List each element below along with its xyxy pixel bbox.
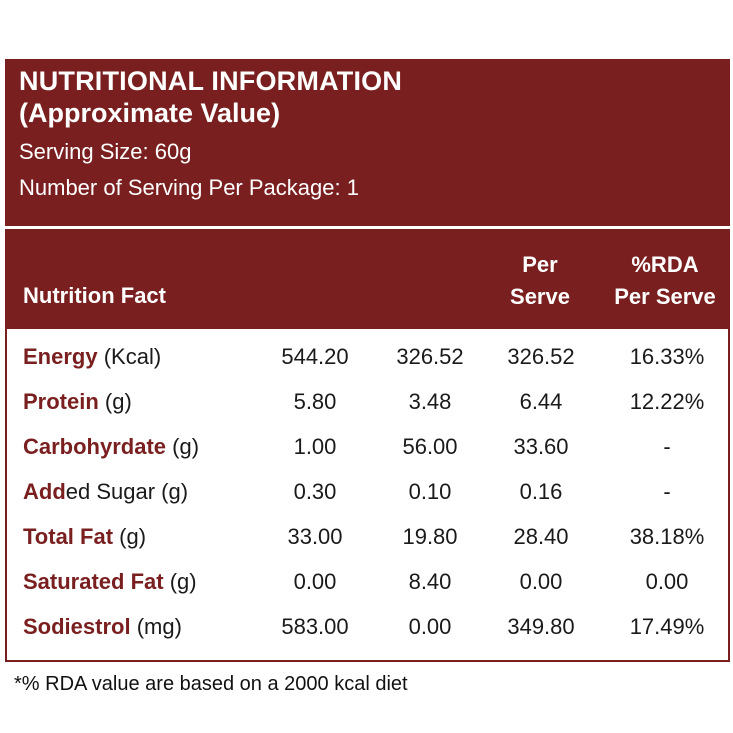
table-row: Protein (g) 5.80 3.48 6.44 12.22%	[7, 385, 728, 421]
cell-per-serve: 0.00	[519, 569, 563, 594]
row-label-unit: (g)	[98, 389, 132, 414]
cell-value-1: 5.80	[293, 389, 337, 414]
table-row: Total Fat (g) 33.00 19.80 28.40 38.18%	[7, 520, 728, 556]
cell-value-2: 19.80	[402, 524, 458, 549]
column-header-per-serve-line2: Serve	[510, 284, 570, 309]
row-label: Saturated Fat (g)	[23, 569, 197, 595]
row-label: Total Fat (g)	[23, 524, 146, 550]
cell-per-serve: 28.40	[513, 524, 569, 549]
page-subtitle: (Approximate Value)	[19, 98, 281, 128]
column-header-fact: Nutrition Fact	[23, 283, 166, 308]
cell-rda: 12.22%	[629, 389, 705, 414]
column-header-per-serve-line1: Per	[522, 252, 558, 277]
row-label: Sodiestrol (mg)	[23, 614, 182, 640]
row-label-highlight: Saturated Fat	[23, 569, 164, 594]
row-label-unit: (mg)	[130, 614, 182, 639]
cell-value-1: 33.00	[287, 524, 343, 549]
cell-value-1: 583.00	[281, 614, 349, 639]
cell-value-2: 0.00	[408, 614, 452, 639]
cell-per-serve: 6.44	[519, 389, 563, 414]
cell-rda: -	[663, 434, 671, 459]
cell-per-serve: 349.80	[507, 614, 575, 639]
cell-per-serve: 326.52	[507, 344, 575, 369]
column-header-per-serve: Per Serve	[477, 249, 603, 313]
cell-value-2: 0.10	[408, 479, 452, 504]
row-label: Added Sugar (g)	[23, 479, 188, 505]
row-label-unit: ed Sugar (g)	[65, 479, 189, 504]
cell-value-2: 326.52	[396, 344, 464, 369]
cell-value-1: 0.30	[293, 479, 337, 504]
page-title: NUTRITIONAL INFORMATION	[19, 66, 403, 96]
column-header-rda: %RDA Per Serve	[595, 249, 733, 313]
table-row: Saturated Fat (g) 0.00 8.40 0.00 0.00	[7, 565, 728, 601]
row-label-highlight: Sodiestrol	[23, 614, 131, 639]
cell-value-1: 0.00	[293, 569, 337, 594]
table-header: Nutrition Fact Per Serve %RDA Per Serve	[7, 231, 728, 329]
cell-rda: 38.18%	[629, 524, 705, 549]
column-header-rda-line2: Per Serve	[614, 284, 716, 309]
table-row: Carbohyrdate (g) 1.00 56.00 33.60 -	[7, 430, 728, 466]
row-label: Energy (Kcal)	[23, 344, 161, 370]
row-label-unit: (Kcal)	[97, 344, 162, 369]
cell-rda: 17.49%	[629, 614, 705, 639]
servings-per-package: Number of Serving Per Package: 1	[19, 175, 359, 200]
row-label-unit: (g)	[163, 569, 197, 594]
row-label-highlight: Add	[23, 479, 66, 504]
table-row: Energy (Kcal) 544.20 326.52 326.52 16.33…	[7, 340, 728, 376]
row-label-highlight: Protein	[23, 389, 99, 414]
rda-footnote: *% RDA value are based on a 2000 kcal di…	[14, 673, 408, 695]
row-label-unit: (g)	[113, 524, 147, 549]
cell-rda: -	[663, 479, 671, 504]
cell-rda: 0.00	[645, 569, 689, 594]
cell-value-1: 1.00	[293, 434, 337, 459]
cell-value-1: 544.20	[281, 344, 349, 369]
cell-per-serve: 0.16	[519, 479, 563, 504]
cell-value-2: 8.40	[408, 569, 452, 594]
row-label-highlight: Total Fat	[23, 524, 114, 549]
row-label-unit: (g)	[166, 434, 200, 459]
cell-value-2: 3.48	[408, 389, 452, 414]
row-label-highlight: Carbohyrdate	[23, 434, 167, 459]
cell-per-serve: 33.60	[513, 434, 569, 459]
row-label: Protein (g)	[23, 389, 132, 415]
nutrition-table: Nutrition Fact Per Serve %RDA Per Serve …	[5, 229, 730, 662]
cell-value-2: 56.00	[402, 434, 458, 459]
table-row: Added Sugar (g) 0.30 0.10 0.16 -	[7, 475, 728, 511]
row-label-highlight: Energy	[23, 344, 98, 369]
serving-size: Serving Size: 60g	[19, 139, 192, 164]
row-label: Carbohyrdate (g)	[23, 434, 199, 460]
column-header-rda-line1: %RDA	[631, 252, 699, 277]
cell-rda: 16.33%	[629, 344, 705, 369]
nutrition-header-panel: NUTRITIONAL INFORMATION (Approximate Val…	[5, 59, 730, 226]
table-row: Sodiestrol (mg) 583.00 0.00 349.80 17.49…	[7, 610, 728, 646]
